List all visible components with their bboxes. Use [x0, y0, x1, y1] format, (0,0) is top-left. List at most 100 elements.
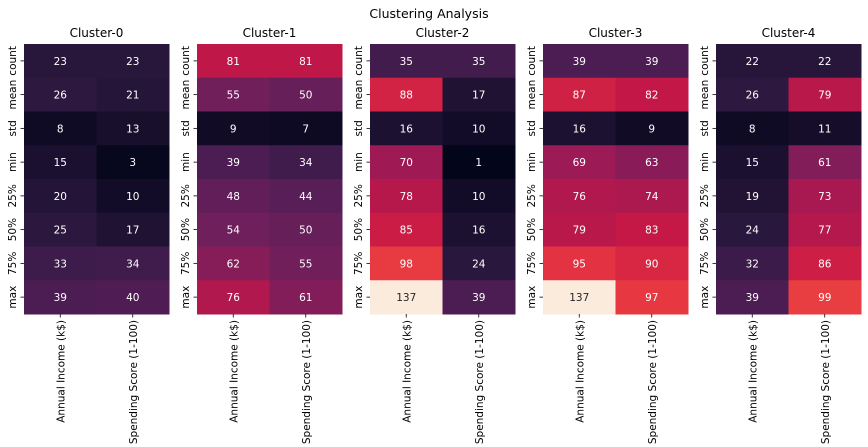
heatmap-cell [24, 111, 97, 146]
row-label: count [7, 46, 19, 76]
cell-label: 70 [400, 157, 413, 169]
row-label: mean [526, 80, 538, 110]
row-label: 50% [7, 218, 19, 241]
row-label: std [526, 120, 538, 136]
heatmap-cell [716, 246, 789, 281]
cell-label: 88 [400, 90, 413, 102]
row-label: 75% [7, 252, 19, 275]
heatmap-cell [24, 145, 97, 180]
row-label: max [526, 286, 538, 309]
heatmap-cell [370, 280, 443, 315]
heatmap-cell [543, 44, 616, 79]
heatmap-cell [716, 77, 789, 112]
cell-label: 8 [57, 123, 64, 135]
cell-label: 55 [227, 90, 240, 102]
row-label: std [699, 120, 711, 136]
heatmap-cell [615, 44, 689, 79]
cell-label: 20 [54, 191, 67, 203]
cell-label: 73 [818, 191, 831, 203]
column-label: Annual Income (k$) [574, 320, 586, 423]
heatmap-cell [543, 111, 616, 146]
column-label: Annual Income (k$) [228, 320, 240, 423]
cell-label: 81 [299, 56, 312, 68]
figure-title: Clustering Analysis [369, 6, 488, 21]
row-label: 50% [699, 218, 711, 241]
cell-label: 50 [299, 90, 312, 102]
heatmap-cell [543, 212, 616, 247]
heatmap-cell [197, 145, 270, 180]
row-label: min [699, 152, 711, 172]
heatmap-cell [615, 280, 689, 315]
cell-label: 137 [396, 292, 416, 304]
cell-label: 61 [299, 292, 312, 304]
cell-label: 7 [302, 123, 309, 135]
row-label: min [180, 152, 192, 172]
heatmap-cell [24, 77, 97, 112]
heatmap-cell [788, 280, 862, 315]
cell-label: 95 [573, 258, 586, 270]
cell-label: 8 [749, 123, 756, 135]
cell-label: 78 [400, 191, 413, 203]
heatmap-cell [96, 280, 170, 315]
row-label: 75% [180, 252, 192, 275]
column-label: Annual Income (k$) [747, 320, 759, 423]
cell-label: 22 [746, 56, 759, 68]
heatmap-cell [24, 246, 97, 281]
cell-label: 83 [645, 225, 658, 237]
cell-label: 23 [54, 56, 67, 68]
heatmap-cell [370, 212, 443, 247]
row-label: 75% [699, 252, 711, 275]
row-label: mean [180, 80, 192, 110]
cell-label: 15 [54, 157, 67, 169]
column-label: Spending Score (1-100) [128, 320, 140, 444]
cell-label: 33 [54, 258, 67, 270]
row-label: count [353, 46, 365, 76]
cell-label: 39 [573, 56, 586, 68]
row-label: std [353, 120, 365, 136]
cell-label: 9 [648, 123, 655, 135]
heatmap-cell [269, 44, 343, 79]
heatmap-cell [370, 145, 443, 180]
row-label: 50% [526, 218, 538, 241]
heatmap-cell [197, 212, 270, 247]
cell-label: 22 [818, 56, 831, 68]
heatmap-cell [716, 145, 789, 180]
cell-label: 9 [230, 123, 237, 135]
column-label: Annual Income (k$) [55, 320, 67, 423]
heatmap-cell [370, 246, 443, 281]
heatmap-cell [269, 77, 343, 112]
cell-label: 24 [472, 258, 486, 270]
row-label: 25% [180, 184, 192, 207]
cell-label: 19 [746, 191, 759, 203]
heatmap-cell [788, 111, 862, 146]
cell-label: 44 [299, 191, 313, 203]
heatmap-cell [716, 44, 789, 79]
row-label: mean [353, 80, 365, 110]
cell-label: 23 [126, 56, 139, 68]
heatmap-cell [442, 111, 516, 146]
cell-label: 15 [746, 157, 759, 169]
cell-label: 85 [400, 225, 413, 237]
row-label: count [526, 46, 538, 76]
heatmap-cell [197, 246, 270, 281]
cell-label: 35 [400, 56, 413, 68]
heatmap-cell [96, 44, 170, 79]
heatmap-cell [370, 111, 443, 146]
heatmap-cell [615, 212, 689, 247]
row-label: 25% [353, 184, 365, 207]
cell-label: 39 [227, 157, 240, 169]
heatmap-cell [197, 280, 270, 315]
column-label: Spending Score (1-100) [647, 320, 659, 444]
cell-label: 63 [645, 157, 658, 169]
heatmap-cell [442, 145, 516, 180]
heatmap-cell [615, 179, 689, 214]
row-label: 50% [353, 218, 365, 241]
row-label: 25% [699, 184, 711, 207]
cell-label: 77 [818, 225, 831, 237]
heatmap-cell [269, 145, 343, 180]
cell-label: 40 [126, 292, 139, 304]
cell-label: 35 [472, 56, 485, 68]
heatmap-cell [716, 280, 789, 315]
cell-label: 79 [818, 90, 831, 102]
heatmap-cell [442, 179, 516, 214]
